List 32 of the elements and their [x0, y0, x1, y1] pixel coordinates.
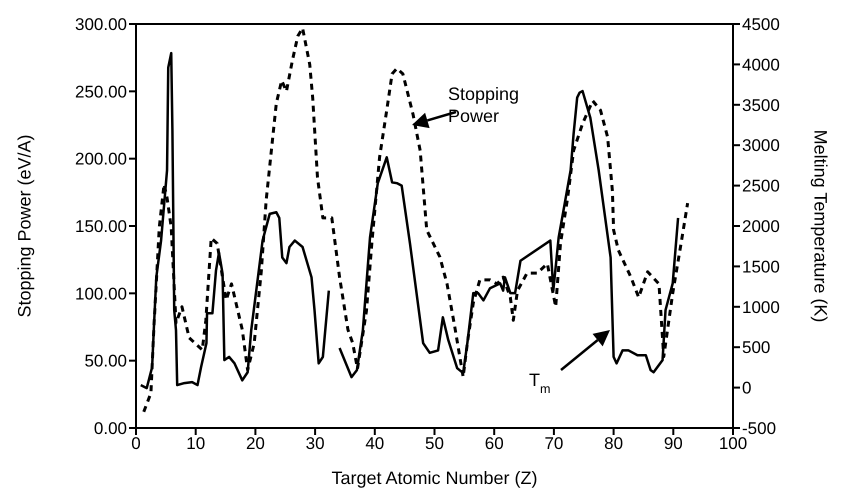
x-tick-label: 50: [425, 434, 444, 454]
y2-tick-label: 3000: [742, 136, 780, 156]
y-axis-title: Stopping Power (eV/A): [14, 134, 34, 318]
y2-tick-label: 4500: [742, 15, 780, 34]
y2-tick-label: 500: [742, 338, 770, 358]
y2-tick-label: 1000: [742, 298, 780, 317]
y2-tick-label: 2500: [742, 176, 780, 196]
y2-tick-label: 2000: [742, 217, 780, 236]
x-tick-label: 20: [246, 434, 265, 454]
x-tick-label: 40: [365, 434, 384, 454]
y-tick-label: 200.00: [75, 150, 127, 169]
y2-tick-label: 3500: [742, 96, 780, 115]
y-tick-label: 250.00: [75, 82, 127, 102]
x-tick-label: 10: [186, 434, 206, 454]
y-tick-label: 50.00: [84, 352, 127, 371]
x-tick-label: 90: [664, 434, 683, 454]
y-tick-label: 300.00: [75, 15, 127, 34]
y-tick-label: 150.00: [75, 217, 127, 236]
y2-tick-label: 1500: [742, 257, 780, 276]
x-tick-label: 30: [306, 434, 325, 454]
x-tick-label: 80: [604, 434, 624, 454]
x-axis-title: Target Atomic Number (Z): [331, 468, 538, 488]
y2-tick-label: 4000: [742, 55, 780, 74]
y2-tick-label: 0: [742, 378, 752, 398]
x-tick-label: 70: [544, 434, 564, 454]
x-tick-label: 60: [484, 434, 504, 454]
y-tick-label: 0.00: [94, 419, 127, 438]
annotation: T$_{m}$: [529, 370, 550, 396]
x-tick-label: 0: [131, 434, 141, 454]
annotation: Stopping Power: [448, 84, 520, 126]
y-tick-label: 100.00: [75, 284, 127, 304]
y2-axis-title: Melting Temperature (K): [810, 130, 831, 322]
